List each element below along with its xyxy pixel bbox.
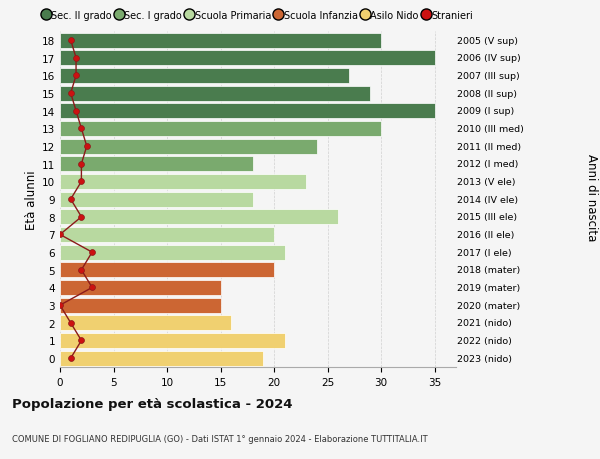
Text: 2011 (II med): 2011 (II med) [457, 142, 521, 151]
Point [55, 231, 65, 239]
Bar [60, 34, 381, 49]
Point [55, 302, 65, 309]
Point [77, 125, 86, 133]
Bar [60, 298, 221, 313]
Bar [60, 139, 317, 154]
Text: 2023 (nido): 2023 (nido) [457, 354, 512, 363]
Text: 2014 (IV ele): 2014 (IV ele) [457, 195, 518, 204]
Point [71, 55, 81, 62]
Text: 2005 (V sup): 2005 (V sup) [457, 36, 518, 45]
Text: 2010 (III med): 2010 (III med) [457, 125, 523, 134]
Point [77, 213, 86, 221]
Point [77, 161, 86, 168]
Bar [60, 174, 306, 190]
Point [66, 355, 76, 362]
Point [71, 108, 81, 115]
Bar [60, 86, 370, 101]
Bar [60, 245, 285, 260]
Point [82, 143, 92, 151]
Text: 2016 (II ele): 2016 (II ele) [457, 230, 514, 240]
Text: 2006 (IV sup): 2006 (IV sup) [457, 54, 520, 63]
Text: 2017 (I ele): 2017 (I ele) [457, 248, 511, 257]
Bar [60, 104, 434, 119]
Text: Anni di nascita: Anni di nascita [584, 154, 598, 241]
Text: 2008 (II sup): 2008 (II sup) [457, 90, 517, 98]
Text: 2007 (III sup): 2007 (III sup) [457, 72, 520, 81]
Bar [60, 157, 253, 172]
Bar [60, 263, 274, 278]
Text: 2009 (I sup): 2009 (I sup) [457, 107, 514, 116]
Text: 2013 (V ele): 2013 (V ele) [457, 178, 515, 186]
Bar [60, 210, 338, 225]
Y-axis label: Età alunni: Età alunni [25, 170, 38, 230]
Legend: Sec. II grado, Sec. I grado, Scuola Primaria, Scuola Infanzia, Asilo Nido, Stran: Sec. II grado, Sec. I grado, Scuola Prim… [43, 11, 473, 21]
Bar [60, 69, 349, 84]
Point [66, 196, 76, 203]
Point [77, 267, 86, 274]
Bar [60, 333, 285, 348]
Point [66, 319, 76, 327]
Text: 2021 (nido): 2021 (nido) [457, 319, 511, 328]
Text: 2018 (mater): 2018 (mater) [457, 266, 520, 274]
Bar [60, 280, 221, 295]
Point [88, 284, 97, 291]
Text: 2012 (I med): 2012 (I med) [457, 160, 518, 169]
Point [77, 179, 86, 186]
Point [66, 90, 76, 97]
Text: Popolazione per età scolastica - 2024: Popolazione per età scolastica - 2024 [12, 397, 293, 410]
Text: 2022 (nido): 2022 (nido) [457, 336, 511, 345]
Text: 2020 (mater): 2020 (mater) [457, 301, 520, 310]
Text: 2019 (mater): 2019 (mater) [457, 283, 520, 292]
Point [71, 73, 81, 80]
Bar [60, 51, 434, 66]
Bar [60, 228, 274, 242]
Text: COMUNE DI FOGLIANO REDIPUGLIA (GO) - Dati ISTAT 1° gennaio 2024 - Elaborazione T: COMUNE DI FOGLIANO REDIPUGLIA (GO) - Dat… [12, 434, 428, 443]
Text: 2015 (III ele): 2015 (III ele) [457, 213, 517, 222]
Point [88, 249, 97, 256]
Bar [60, 122, 381, 137]
Bar [60, 316, 231, 330]
Point [66, 37, 76, 45]
Bar [60, 351, 263, 366]
Bar [60, 192, 253, 207]
Point [77, 337, 86, 344]
